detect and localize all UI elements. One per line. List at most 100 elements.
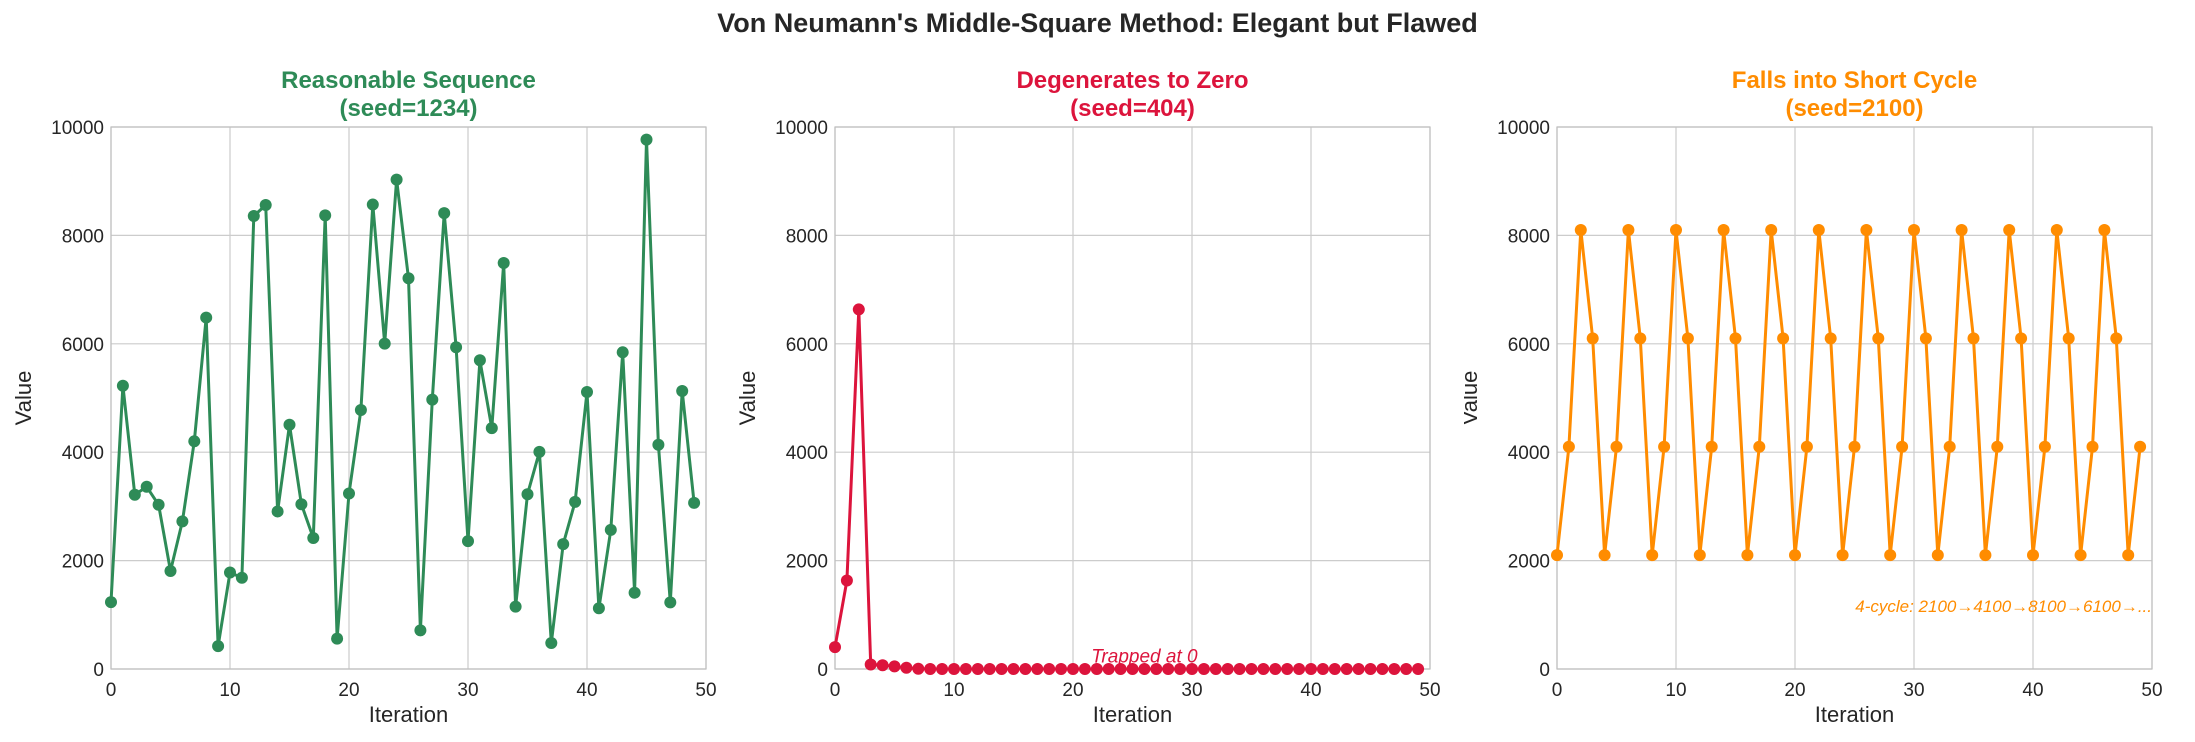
x-tick-label: 30: [1903, 680, 1924, 701]
data-point: [473, 354, 486, 367]
series-line: [833, 307, 1419, 671]
data-point: [497, 256, 510, 269]
data-point: [1019, 663, 1032, 675]
x-tick-label: 10: [1665, 680, 1686, 701]
data-point: [1634, 332, 1647, 345]
data-point: [936, 663, 949, 675]
data-point: [1150, 663, 1163, 675]
data-point: [1967, 332, 1980, 345]
chart-title-line: Falls into Short Cycle: [1732, 67, 1977, 94]
data-point: [2122, 549, 2135, 562]
y-tick-label: 6000: [62, 335, 104, 356]
data-point: [1114, 663, 1127, 675]
data-point: [1777, 332, 1790, 345]
data-point: [271, 505, 284, 518]
data-point: [971, 663, 984, 675]
x-axis-label: Iteration: [369, 702, 449, 727]
data-point: [864, 658, 877, 671]
y-tick-label: 2000: [1508, 552, 1550, 573]
chart-short-cycle: Falls into Short Cycle(seed=2100) 0 10 20 30…: [1464, 67, 2163, 727]
data-point: [1281, 663, 1294, 675]
data-point: [1610, 440, 1623, 453]
data-point: [912, 662, 925, 675]
data-point: [569, 495, 582, 508]
data-point: [1186, 663, 1198, 675]
data-point: [2027, 549, 2039, 562]
y-tick-label: 2000: [786, 552, 828, 573]
data-point: [414, 624, 427, 637]
data-point: [402, 272, 415, 285]
data-point: [1955, 223, 1968, 236]
data-point: [1090, 663, 1103, 675]
data-point: [592, 602, 605, 615]
data-point: [1896, 440, 1909, 453]
data-point: [2110, 332, 2123, 345]
data-point: [1269, 663, 1282, 675]
figure-title: Von Neumann's Middle-Square Method: Eleg…: [717, 8, 1478, 38]
data-point: [128, 488, 141, 501]
data-point: [1233, 663, 1246, 675]
data-point: [557, 538, 570, 551]
data-point: [1860, 223, 1873, 236]
x-tick-label: 40: [1300, 680, 1321, 701]
data-point: [1729, 332, 1742, 345]
plot-frame: [1556, 126, 2153, 670]
data-point: [438, 207, 451, 220]
data-point: [959, 663, 972, 675]
plot-frame: [110, 126, 707, 670]
data-point: [1753, 440, 1766, 453]
data-point: [450, 341, 463, 354]
data-point: [1693, 549, 1706, 562]
y-axis-label: Value: [11, 371, 36, 426]
data-point: [224, 566, 236, 579]
y-tick-label: 0: [1539, 660, 1550, 681]
data-point: [628, 586, 641, 599]
annotation: 4-cycle: 2100→4100→8100→6100→...: [1855, 597, 2152, 616]
data-point: [105, 596, 117, 609]
data-point: [1364, 663, 1377, 675]
data-point: [247, 209, 260, 222]
data-point: [212, 640, 225, 653]
data-point: [521, 488, 534, 501]
data-point: [462, 535, 474, 548]
y-tick-label: 0: [93, 660, 104, 681]
x-tick-label: 20: [1784, 680, 1805, 701]
data-point: [664, 596, 677, 609]
y-tick-label: 10000: [1497, 118, 1550, 139]
data-point: [1316, 663, 1329, 675]
data-point: [378, 337, 391, 350]
data-point: [426, 393, 439, 406]
x-axis-label: Iteration: [1093, 702, 1173, 727]
data-point: [1352, 663, 1365, 675]
data-point: [1551, 549, 1563, 562]
data-point: [283, 418, 296, 431]
data-point: [485, 422, 498, 435]
data-point: [900, 661, 913, 674]
data-point: [140, 480, 153, 493]
data-point: [1067, 663, 1079, 675]
data-point: [545, 636, 558, 649]
data-point: [1388, 663, 1401, 675]
chart-title-line: (seed=404): [1070, 95, 1195, 122]
data-point: [1586, 332, 1599, 345]
data-point: [924, 663, 937, 675]
y-tick-label: 4000: [1508, 443, 1550, 464]
data-point: [852, 303, 865, 316]
data-point: [2098, 223, 2111, 236]
data-point: [1943, 440, 1956, 453]
data-point: [1055, 663, 1068, 675]
y-tick-label: 8000: [1508, 226, 1550, 247]
x-tick-label: 50: [1419, 680, 1440, 701]
data-point: [1670, 223, 1682, 236]
data-point: [1328, 663, 1341, 675]
data-point: [1209, 663, 1222, 675]
plot-frame: [834, 126, 1431, 670]
data-point: [2086, 440, 2099, 453]
data-point: [948, 663, 960, 675]
data-point: [1102, 663, 1115, 675]
x-tick-label: 10: [943, 680, 964, 701]
data-point: [390, 173, 403, 186]
data-point: [1078, 663, 1091, 675]
data-point: [1574, 223, 1587, 236]
